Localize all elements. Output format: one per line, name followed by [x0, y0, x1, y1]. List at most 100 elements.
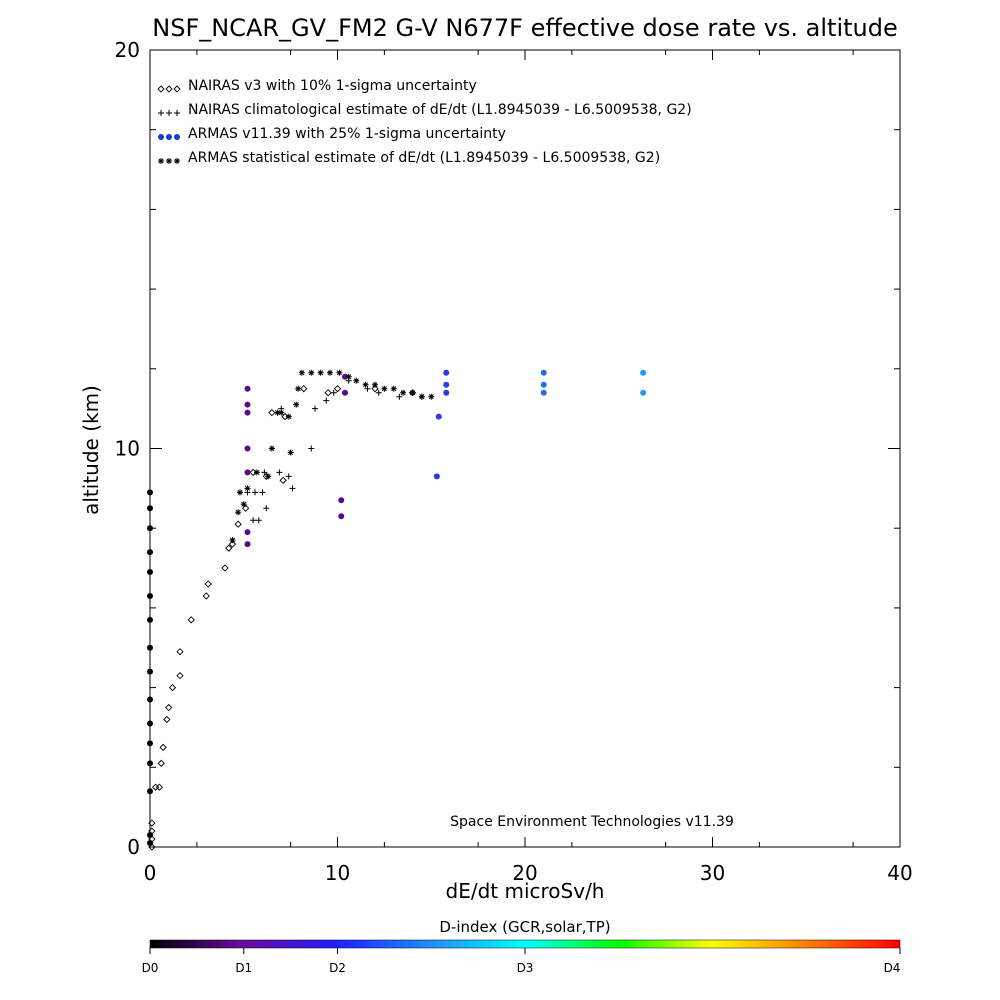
y-axis-label: altitude (km) — [79, 385, 103, 515]
legend-marker — [166, 134, 172, 140]
data-point — [372, 381, 378, 388]
colorbar-label: D-index (GCR,solar,TP) — [439, 918, 610, 936]
data-point — [324, 389, 332, 397]
legend-marker — [174, 134, 180, 140]
data-point — [147, 760, 153, 767]
data-point — [443, 369, 450, 376]
chart-title: NSF_NCAR_GV_FM2 G-V N677F effective dose… — [152, 14, 898, 42]
data-point — [240, 501, 247, 508]
data-point — [228, 540, 237, 548]
legend: NAIRAS v3 with 10% 1-sigma uncertainty NA… — [157, 78, 692, 166]
legend-marker — [158, 110, 164, 116]
x-tick-label: 10 — [325, 861, 350, 885]
data-point — [202, 592, 210, 600]
data-point — [287, 449, 294, 456]
legend-marker — [157, 85, 165, 93]
data-point — [308, 369, 315, 376]
data-point — [253, 469, 260, 476]
data-point — [289, 485, 296, 492]
data-point — [540, 389, 547, 396]
data-point — [250, 517, 257, 524]
data-point — [244, 541, 251, 548]
legend-marker — [174, 158, 180, 164]
data-point — [147, 505, 153, 512]
data-point — [300, 385, 308, 393]
data-point — [255, 517, 262, 524]
data-point — [342, 373, 348, 380]
colorbar-tick-label: D3 — [517, 961, 534, 975]
data-point — [159, 743, 167, 752]
data-point — [265, 473, 272, 480]
data-point — [323, 397, 330, 404]
data-point — [640, 369, 647, 376]
data-point — [147, 720, 153, 727]
data-point — [342, 389, 348, 396]
data-point — [336, 369, 343, 376]
x-tick-label: 0 — [144, 861, 157, 885]
data-point — [147, 740, 153, 747]
data-point — [268, 445, 275, 452]
data-point — [147, 489, 153, 496]
data-point — [375, 389, 382, 396]
data-point — [187, 616, 195, 624]
legend-marker — [173, 85, 181, 93]
data-point — [168, 683, 177, 692]
data-point — [308, 445, 315, 452]
data-point — [147, 832, 153, 839]
data-point — [433, 473, 440, 480]
data-point — [147, 644, 153, 651]
credit-text: Space Environment Technologies v11.39 — [450, 814, 734, 830]
data-point — [176, 672, 184, 680]
data-point — [244, 385, 251, 392]
data-point — [147, 668, 153, 675]
data-point — [345, 373, 352, 380]
data-point — [157, 759, 165, 767]
data-point — [381, 385, 388, 392]
x-tick-label: 30 — [700, 861, 725, 885]
data-point — [225, 544, 233, 552]
data-point — [333, 385, 342, 393]
legend-label: ARMAS statistical estimate of dE/dt (L1.… — [188, 150, 660, 166]
data-point — [147, 788, 153, 795]
data-point — [279, 476, 287, 485]
data-point — [147, 592, 153, 599]
data-point — [276, 469, 283, 476]
data-point — [165, 703, 173, 712]
data-point — [285, 473, 292, 480]
data-point — [244, 485, 251, 492]
data-point — [163, 715, 171, 724]
colorbar-tick-label: D0 — [142, 961, 159, 975]
data-point — [237, 489, 243, 496]
data-point — [330, 389, 337, 396]
y-tick-label: 0 — [127, 835, 140, 859]
colorbar — [149, 939, 901, 949]
data-point — [204, 580, 212, 588]
data-point — [443, 381, 450, 388]
data-point — [400, 389, 407, 396]
data-point — [244, 469, 251, 476]
data-point — [435, 413, 442, 420]
data-point — [540, 369, 547, 376]
data-point — [396, 393, 403, 400]
plot-frame — [149, 49, 901, 848]
data-point — [244, 445, 251, 452]
data-point — [147, 840, 153, 847]
data-point — [338, 513, 345, 520]
data-point — [371, 385, 379, 393]
y-tick-label: 10 — [115, 437, 140, 461]
data-point — [147, 616, 153, 623]
data-points — [147, 369, 647, 851]
colorbar-tick-label: D1 — [235, 961, 252, 975]
data-point — [155, 783, 164, 791]
data-point — [151, 783, 160, 791]
data-point — [148, 819, 156, 827]
data-point — [147, 549, 153, 556]
colorbar-tick-label: D2 — [329, 961, 346, 975]
data-point — [234, 520, 242, 528]
data-point — [268, 408, 276, 417]
data-point — [293, 401, 300, 408]
data-point — [147, 525, 153, 532]
data-point — [362, 381, 369, 388]
data-point — [259, 489, 266, 496]
legend-marker — [166, 110, 172, 116]
